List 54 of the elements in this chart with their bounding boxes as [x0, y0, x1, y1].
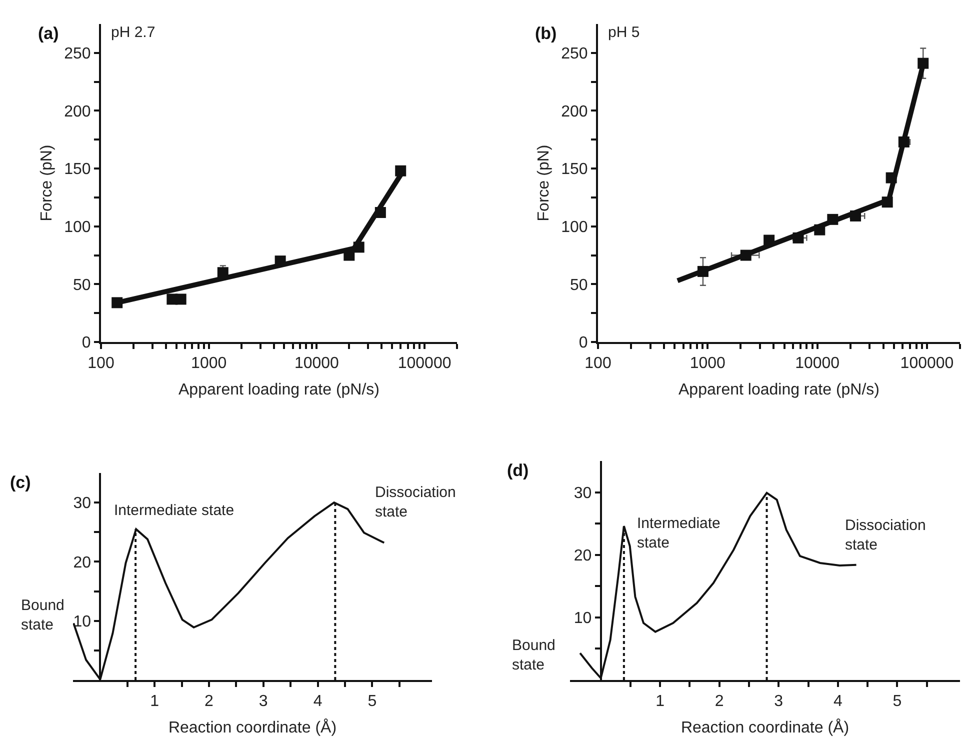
y-tick-label: 100 [64, 218, 91, 236]
x-tick-label: 1000 [191, 355, 227, 372]
text: Bound state [21, 597, 64, 634]
text: Bound state [512, 637, 556, 674]
chart-title: (b) [535, 24, 557, 43]
x-tick-label: 4 [313, 693, 322, 710]
chart-title: (a) [38, 24, 59, 43]
y-tick-label: 50 [73, 276, 91, 294]
chart-title: (c) [10, 473, 31, 492]
annotation: Intermediate state [637, 515, 720, 552]
y-tick-label: 150 [64, 161, 91, 178]
x-tick-label: 1000 [690, 355, 726, 372]
x-tick-label: 100000 [900, 355, 954, 372]
annotation: Dissociation state [845, 517, 926, 554]
y-tick-label: 50 [570, 276, 588, 294]
y-tick-label: 0 [578, 334, 588, 352]
x-tick-label: 3 [774, 693, 784, 710]
x-tick-label: 4 [833, 693, 842, 710]
x-tick-label: 1 [150, 693, 160, 710]
x-tick-label: 2 [204, 693, 214, 710]
y-tick-label: 250 [561, 46, 588, 63]
y-tick-label: 20 [574, 547, 592, 564]
y-tick-label: 10 [73, 613, 92, 630]
y-tick-label: 0 [82, 334, 91, 352]
y-tick-label: 200 [64, 103, 91, 120]
x-tick-label: 1 [656, 693, 665, 710]
y-tick-label: 200 [561, 103, 588, 120]
y-tick-label: 150 [561, 161, 588, 178]
y-tick-label: 100 [561, 218, 588, 236]
x-axis-title: Reaction coordinate (Å) [680, 718, 850, 736]
x-axis-title: Apparent loading rate (pN/s) [678, 381, 880, 398]
x-tick-label: 2 [714, 693, 724, 710]
x-tick-label: 10000 [294, 355, 340, 372]
x-tick-label: 100000 [398, 355, 452, 372]
y-tick-label: 10 [574, 610, 592, 628]
y-axis-title: Force (pN) [535, 144, 552, 222]
annotation: Intermediate state [114, 502, 234, 519]
chart-title: (d) [507, 461, 529, 480]
y-tick-label: 250 [64, 46, 91, 63]
x-tick-label: 10000 [795, 355, 840, 372]
x-tick-label: 100 [584, 355, 612, 372]
y-tick-label: 20 [73, 554, 92, 572]
y-tick-label: 30 [73, 495, 92, 512]
x-tick-label: 100 [88, 355, 114, 372]
y-tick-label: 30 [574, 484, 592, 502]
y-axis-title: Force (pN) [38, 144, 56, 222]
x-axis-title: Apparent loading rate (pN/s) [178, 381, 380, 398]
x-tick-label: 5 [368, 693, 377, 710]
chart-subtitle: pH 2.7 [111, 24, 156, 41]
x-tick-label: 5 [892, 693, 902, 710]
chart-subtitle: pH 5 [608, 24, 640, 41]
annotation: Dissociation state [375, 484, 456, 520]
x-tick-label: 3 [258, 693, 268, 710]
x-axis-title: Reaction coordinate (Å) [168, 718, 337, 736]
